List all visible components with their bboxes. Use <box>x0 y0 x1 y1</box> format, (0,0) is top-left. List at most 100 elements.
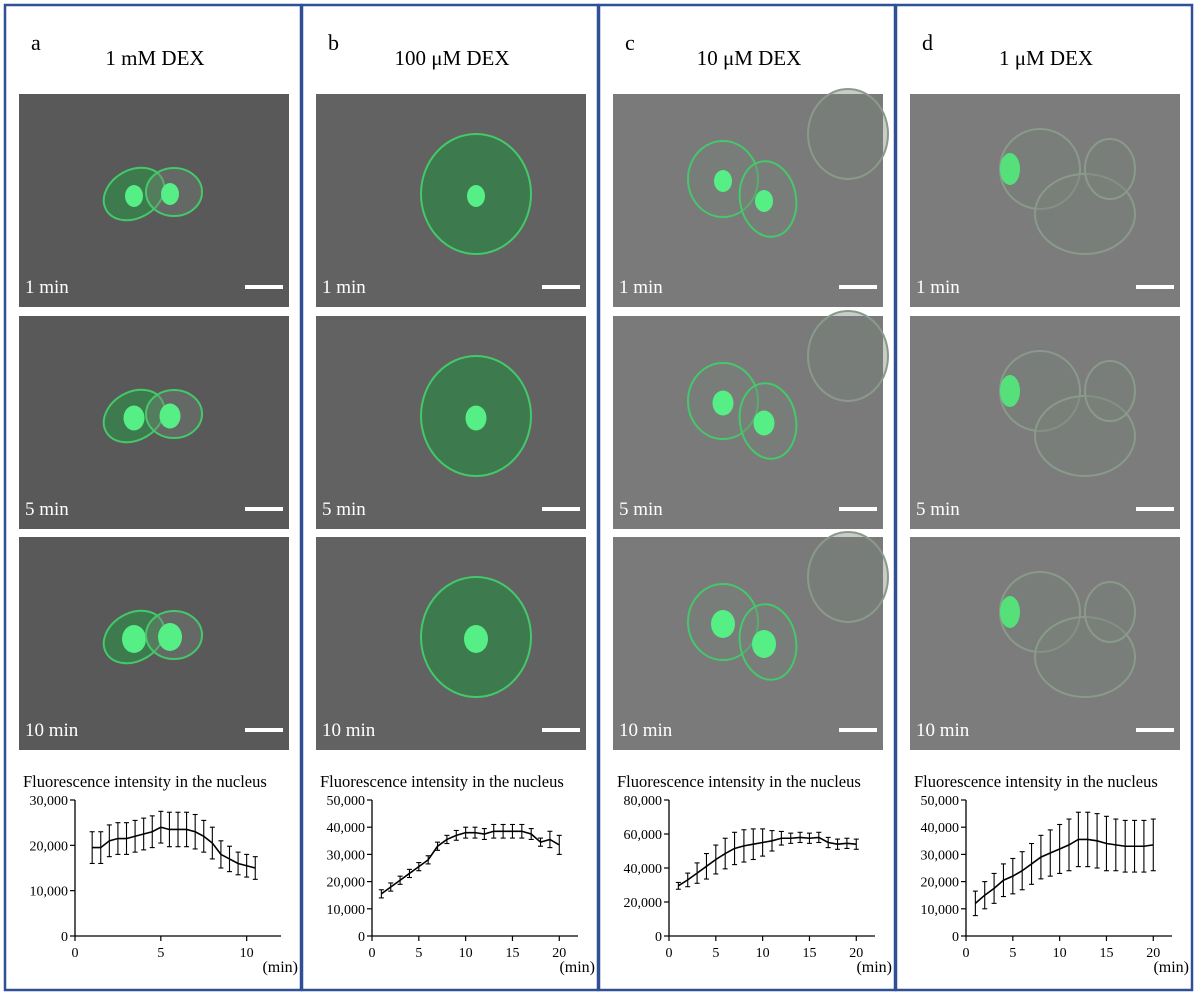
error-bar <box>556 834 562 855</box>
error-bar <box>1103 815 1109 872</box>
series-line <box>974 838 1154 904</box>
panel-letter: c <box>625 30 635 55</box>
time-label: 5 min <box>619 499 663 520</box>
time-label: 1 min <box>25 277 69 298</box>
x-tick-label: 5 <box>712 946 719 961</box>
y-tick-label: 50,000 <box>327 794 366 809</box>
error-bar <box>124 822 129 855</box>
error-bar <box>481 828 487 840</box>
nucleus <box>467 185 485 207</box>
nucleus <box>123 405 145 431</box>
y-tick-label: 20,000 <box>30 839 69 854</box>
micrograph <box>613 537 883 750</box>
x-axis-label: (min) <box>559 959 595 976</box>
x-tick-label: 10 <box>240 946 254 961</box>
y-tick-label: 40,000 <box>327 821 366 836</box>
error-bar <box>463 826 469 839</box>
error-bar <box>201 819 207 853</box>
error-bar <box>797 831 803 844</box>
error-bar <box>252 856 258 880</box>
error-bar <box>166 811 172 848</box>
error-bar <box>1000 863 1006 898</box>
error-bar <box>732 831 738 866</box>
error-bar <box>778 830 784 846</box>
time-label: 5 min <box>916 499 960 520</box>
error-bar <box>703 852 709 880</box>
error-bar <box>89 831 95 865</box>
x-tick-label: 0 <box>666 946 673 961</box>
error-bar <box>844 837 850 850</box>
x-tick-label: 15 <box>1099 946 1113 961</box>
y-tick-label: 20,000 <box>624 896 663 911</box>
error-bar <box>98 831 104 865</box>
error-bar <box>416 862 422 872</box>
nucleus <box>125 185 143 207</box>
panel-border <box>894 3 1194 992</box>
x-axis-label: (min) <box>262 959 298 976</box>
error-bar <box>209 826 215 860</box>
chart-title: Fluorescence intensity in the nucleus <box>23 772 267 791</box>
x-tick-label: 20 <box>1146 946 1160 961</box>
cell <box>1084 138 1136 200</box>
error-bar <box>972 890 978 917</box>
error-bar <box>158 810 164 844</box>
error-bar <box>388 882 394 892</box>
error-bar <box>853 838 859 850</box>
error-bar <box>788 832 794 844</box>
y-tick-label: 60,000 <box>624 828 663 843</box>
error-bar <box>991 872 997 904</box>
x-tick-label: 10 <box>459 946 473 961</box>
y-tick-label: 30,000 <box>327 848 366 863</box>
x-axis-label: (min) <box>856 959 892 976</box>
nucleus <box>465 405 487 431</box>
time-label: 5 min <box>25 499 69 520</box>
error-bar <box>175 811 181 848</box>
error-bar <box>1019 851 1025 891</box>
error-bar <box>149 815 155 849</box>
nucleus <box>711 610 735 638</box>
error-bar <box>406 868 412 879</box>
error-bar <box>741 829 747 863</box>
error-bar <box>1075 811 1081 868</box>
nucleus <box>158 623 182 651</box>
error-bar <box>132 819 138 853</box>
time-label: 5 min <box>322 499 366 520</box>
micrograph <box>613 316 883 529</box>
error-bar <box>1094 813 1100 869</box>
nucleus <box>1000 375 1020 407</box>
error-bar <box>1066 818 1072 872</box>
error-bar <box>435 841 441 851</box>
time-label: 1 min <box>322 277 366 298</box>
error-bar <box>685 872 691 888</box>
error-bar <box>491 823 497 839</box>
error-bar <box>115 822 121 855</box>
error-bar <box>227 845 232 873</box>
time-label: 10 min <box>25 720 79 741</box>
error-bar <box>1010 857 1016 895</box>
error-bar <box>444 834 450 845</box>
series-line <box>677 836 857 887</box>
x-tick-label: 15 <box>802 946 816 961</box>
nucleus <box>464 625 488 653</box>
error-bar <box>1038 834 1044 880</box>
error-bar <box>1113 818 1119 872</box>
chart-title: Fluorescence intensity in the nucleus <box>617 772 861 791</box>
x-axis-label: (min) <box>1153 959 1189 976</box>
error-bar <box>425 855 431 865</box>
error-bar <box>722 837 728 870</box>
error-bar <box>184 811 190 848</box>
panel-title: 1 mM DEX <box>105 46 204 70</box>
error-bar <box>244 853 250 878</box>
panel-title: 1 μM DEX <box>999 46 1093 70</box>
error-bar <box>378 889 384 899</box>
y-tick-label: 0 <box>61 930 68 945</box>
series-line <box>92 826 256 869</box>
y-tick-label: 30,000 <box>30 794 69 809</box>
error-bar <box>1132 819 1138 873</box>
nucleus <box>1000 596 1020 628</box>
y-tick-label: 0 <box>952 930 959 945</box>
nucleus <box>122 625 146 653</box>
panel-letter: a <box>31 30 41 55</box>
error-bar <box>750 828 756 861</box>
y-tick-label: 20,000 <box>327 876 366 891</box>
